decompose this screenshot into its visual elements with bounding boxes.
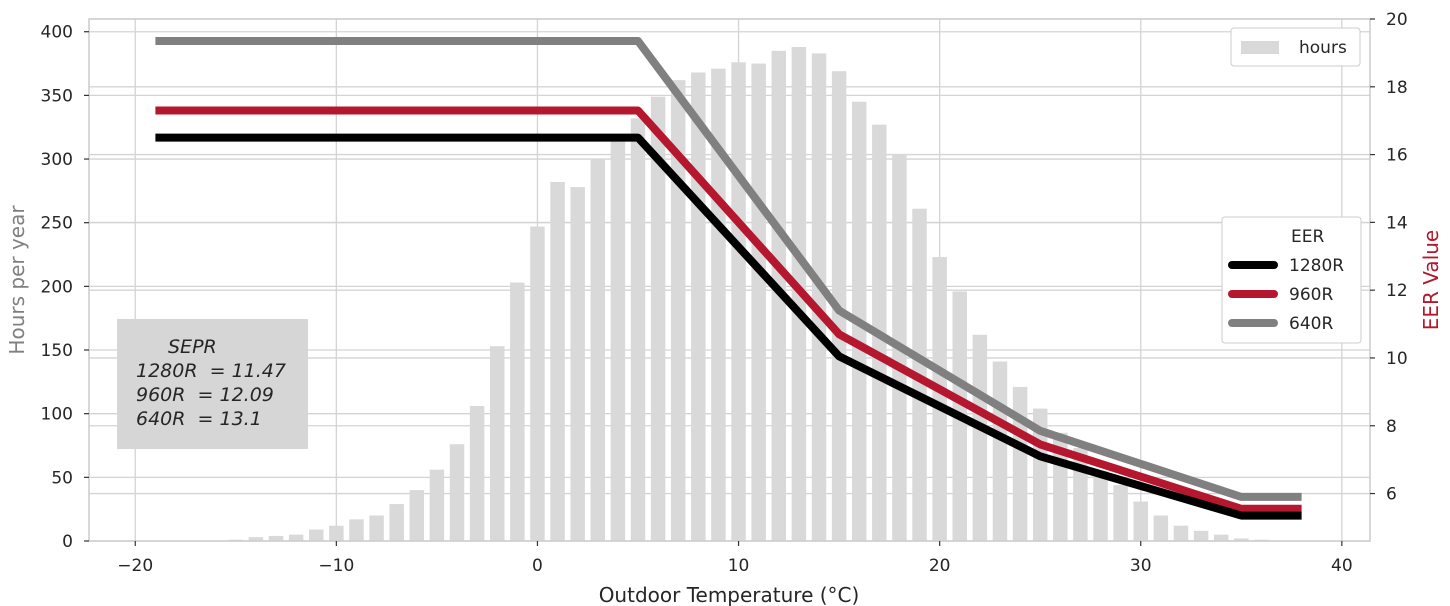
hours-legend: hours: [1230, 27, 1361, 67]
y-right-tick-label: 20: [1386, 10, 1408, 30]
hours-bar: [670, 80, 686, 542]
hours-bar: [1012, 386, 1028, 541]
hours-bar: [630, 118, 646, 542]
hours-bar: [1093, 470, 1108, 541]
series-line-1280r: [155, 133, 1302, 520]
y-right-tick-label: 16: [1386, 146, 1408, 166]
hours-bar: [288, 534, 304, 541]
hours-bar: [510, 282, 525, 541]
y-left-tick-label: 400: [41, 23, 73, 43]
y-right-tick-label: 12: [1386, 281, 1408, 301]
y-left-tick-label: 100: [41, 405, 73, 425]
hours-bar: [248, 537, 264, 541]
sepr-annotation-line-640r: 640R = 13.1: [136, 408, 262, 430]
y-left-tick-label: 200: [41, 277, 73, 297]
axes: −20 −10 0 10 20 30 400501001502002503003504006…: [41, 10, 1408, 576]
x-tick-label: 40: [1331, 556, 1353, 576]
x-tick-label: 10: [728, 556, 750, 576]
x-tick-label: 30: [1130, 556, 1152, 576]
plot-frame: [88, 18, 1371, 542]
sepr-annotation-box: [117, 319, 308, 449]
x-tick-label: 0: [532, 556, 543, 576]
grid-lines: [89, 18, 1370, 542]
eer-lines: [155, 37, 1302, 520]
series-line-960r: [155, 106, 1302, 513]
hours-bar: [731, 62, 746, 541]
hours-bar: [1234, 538, 1249, 541]
eer-legend-label-960r: 960R: [1289, 285, 1333, 305]
sepr-annotation-title: SEPR: [168, 336, 217, 358]
eer-legend-label-640r: 640R: [1289, 314, 1333, 334]
y-left-tick-label: 50: [51, 468, 73, 488]
eer-legend-label-1280r: 1280R: [1289, 256, 1344, 276]
eer-legend-title: EER: [1291, 227, 1324, 247]
hours-bar: [309, 529, 324, 541]
hours-bar: [1113, 484, 1128, 541]
hours-bar: [972, 334, 988, 541]
hours-bar: [389, 504, 404, 541]
hours-bar: [811, 53, 827, 541]
x-tick-label: −20: [117, 556, 153, 576]
hours-bar: [610, 136, 626, 541]
y-left-tick-label: 300: [41, 150, 73, 170]
hours-legend-label: hours: [1299, 38, 1347, 58]
hours-bar: [1173, 525, 1189, 541]
y-right-tick-label: 18: [1386, 78, 1408, 98]
hours-bar: [570, 187, 585, 541]
series-line-640r: [155, 37, 1302, 501]
y-left-tick-label: 350: [41, 86, 73, 106]
hours-bar: [1133, 501, 1148, 541]
y-axis-left-label: Hours per year: [5, 205, 29, 355]
y-right-tick-label: 14: [1386, 213, 1408, 233]
y-left-tick-label: 250: [41, 214, 73, 234]
hours-bar: [1213, 534, 1229, 541]
hours-bar: [1153, 515, 1169, 541]
hours-bar: [711, 68, 726, 541]
hours-bar: [349, 519, 364, 541]
hours-bar: [469, 406, 485, 541]
hours-bar: [932, 257, 947, 541]
hours-bar: [550, 181, 565, 541]
hours-bar: [409, 490, 425, 541]
hours-bar: [530, 226, 545, 541]
hours-legend-box: [1230, 27, 1361, 67]
hours-bar: [449, 444, 465, 541]
eer-legend: EER 1280R 960R 640R: [1221, 216, 1362, 344]
hours-bar: [650, 96, 666, 541]
hours-bar: [992, 361, 1008, 541]
hours-bar: [590, 159, 606, 542]
y-right-tick-label: 8: [1386, 417, 1397, 437]
hours-bars: [228, 47, 1269, 542]
x-tick-label: 20: [929, 556, 951, 576]
hours-bar: [691, 72, 706, 541]
eer-legend-box: [1221, 216, 1362, 344]
y-right-tick-label: 10: [1386, 349, 1408, 369]
hours-bar: [429, 469, 445, 541]
sepr-annotation: SEPR 1280R = 11.47 960R = 12.09 640R = 1…: [117, 319, 308, 449]
hours-bar: [489, 346, 505, 541]
hours-bar: [268, 535, 284, 541]
sepr-annotation-line-1280r: 1280R = 11.47: [136, 360, 286, 382]
hours-bar: [369, 515, 384, 541]
y-right-tick-label: 6: [1386, 485, 1397, 505]
hours-legend-swatch: [1241, 41, 1279, 54]
sepr-annotation-line-960r: 960R = 12.09: [136, 384, 274, 406]
y-left-tick-label: 150: [41, 341, 73, 361]
hours-bar: [751, 63, 766, 541]
y-left-tick-label: 0: [62, 532, 73, 552]
x-tick-label: −10: [318, 556, 354, 576]
y-axis-right-label: EER Value: [1419, 230, 1443, 330]
x-axis-label: Outdoor Temperature (°C): [599, 583, 860, 606]
hours-bar: [329, 525, 344, 541]
hours-bar: [1193, 530, 1209, 541]
